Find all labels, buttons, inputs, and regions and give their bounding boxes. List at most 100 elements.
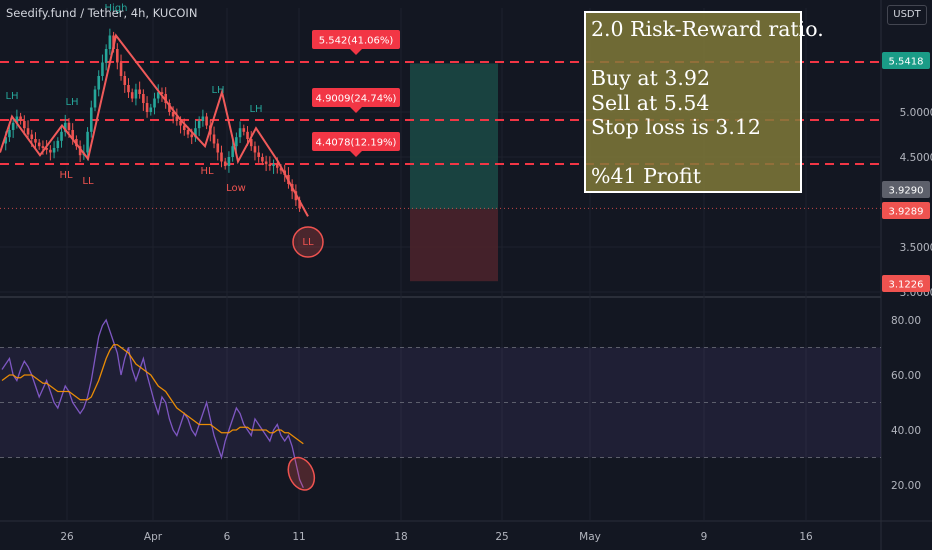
rsi-tick-label: 20.00 <box>891 480 921 492</box>
candle-body <box>138 89 141 94</box>
rsi-oversold-highlight <box>287 456 316 491</box>
target-label-pointer <box>350 151 362 157</box>
candle-body <box>11 122 15 130</box>
note-line: Stop loss is 3.12 <box>591 115 761 139</box>
price-tag-box <box>882 275 930 292</box>
candle-body <box>253 146 257 153</box>
pivot-labels: LH LH High LH LH HL LL HL Low LL <box>5 3 324 258</box>
target-label-pointer <box>350 49 362 55</box>
price-tag-label: 3.1226 <box>889 280 924 291</box>
time-tick-label: May <box>579 531 601 543</box>
target-lines: 5.542(41.06%) 4.9009(24.74%) 4.4078(12.19%… <box>0 30 881 165</box>
pivot-label: LL <box>82 176 94 187</box>
candle-body <box>101 62 104 76</box>
candle-body <box>201 116 205 121</box>
price-tag-label: 3.9290 <box>889 186 924 197</box>
loss-zone <box>410 209 498 282</box>
zigzag <box>0 33 309 217</box>
price-tag-box <box>882 181 930 198</box>
time-tick-label: 25 <box>495 531 508 543</box>
pivot-label: HL <box>59 170 73 181</box>
candle-body <box>231 146 234 157</box>
price-tick-label: 3.5000 <box>900 242 932 254</box>
candle-body <box>279 167 283 171</box>
time-tick-label: Apr <box>144 531 163 543</box>
zigzag-line <box>0 33 309 217</box>
candle-body <box>149 107 153 112</box>
note-line <box>591 140 800 165</box>
candle-body <box>179 121 182 126</box>
pivot-label: LH <box>211 85 224 96</box>
rsi-tick-label: 40.00 <box>891 425 921 437</box>
time-axis[interactable]: 26 Apr 6 11 18 25 May 9 16 <box>60 531 813 543</box>
rsi-axis[interactable]: 80.00 60.00 40.00 20.00 <box>891 315 921 492</box>
candle-body <box>104 49 108 63</box>
candle-body <box>212 134 216 144</box>
candle-body <box>26 128 30 135</box>
time-tick-label: 11 <box>292 531 305 543</box>
pivot-label: High <box>105 3 128 14</box>
candle-body <box>153 98 156 108</box>
pivot-label: LH <box>65 97 78 108</box>
currency-button[interactable]: USDT <box>887 5 927 25</box>
candle-body <box>156 92 160 99</box>
price-tag-box <box>882 202 930 219</box>
candle-body <box>63 122 67 132</box>
candle-body <box>205 116 208 126</box>
candle-body <box>119 62 123 76</box>
candle-body <box>275 164 279 168</box>
candle-body <box>130 92 134 99</box>
price-tag-label: 5.5418 <box>889 57 924 68</box>
candle-body <box>71 130 74 139</box>
candle-body <box>123 76 127 85</box>
candle-body <box>216 143 220 153</box>
target-label-pointer <box>350 107 362 113</box>
candle-body <box>8 130 11 138</box>
price-tags: 5.5418 3.9290 3.9289 3.1226 <box>882 52 930 292</box>
candle-body <box>220 152 223 162</box>
pivot-label: Low <box>226 183 246 194</box>
candle-body <box>41 146 45 148</box>
rsi-tick-label: 60.00 <box>891 370 921 382</box>
candle-body <box>246 131 249 139</box>
candle-body <box>45 148 48 150</box>
candle-body <box>197 121 201 129</box>
target-label: 5.542(41.06%) <box>319 36 394 47</box>
price-tag-box <box>882 52 930 69</box>
candle-body <box>56 140 60 148</box>
candle-body <box>34 139 37 143</box>
candle-body <box>52 148 56 153</box>
candle-body <box>37 142 41 147</box>
candle-body <box>235 137 238 147</box>
pivot-label: LH <box>249 104 262 115</box>
candle-body <box>242 128 246 132</box>
candle-body <box>116 49 119 63</box>
note-line: Buy at 3.92 <box>591 66 710 90</box>
rsi-tick-label: 80.00 <box>891 315 921 327</box>
candle-body <box>190 134 194 138</box>
pivot-highlight <box>292 226 324 258</box>
note-line: Sell at 5.54 <box>591 90 710 115</box>
note-line: 2.0 Risk-Reward ratio. <box>591 17 824 41</box>
candle-body <box>15 116 19 123</box>
candle-body <box>142 94 145 103</box>
time-tick-label: 9 <box>701 531 708 543</box>
candle-body <box>227 157 231 166</box>
price-tick-label: 4.5000 <box>900 152 932 164</box>
target-label-box <box>312 30 400 49</box>
candle-body <box>30 134 34 139</box>
note-line: %41 Profit <box>591 164 701 188</box>
time-tick-label: 6 <box>224 531 231 543</box>
candle-body <box>86 131 89 153</box>
candle-body <box>257 152 260 157</box>
time-tick-label: 26 <box>60 531 74 543</box>
time-tick-label: 18 <box>394 531 407 543</box>
candle-body <box>93 89 97 108</box>
candle-body <box>272 164 275 166</box>
candle-body <box>223 161 227 166</box>
rsi-bands <box>0 347 881 458</box>
candle-body <box>145 103 149 112</box>
candle-body <box>19 116 22 121</box>
profit-zone <box>410 63 498 210</box>
